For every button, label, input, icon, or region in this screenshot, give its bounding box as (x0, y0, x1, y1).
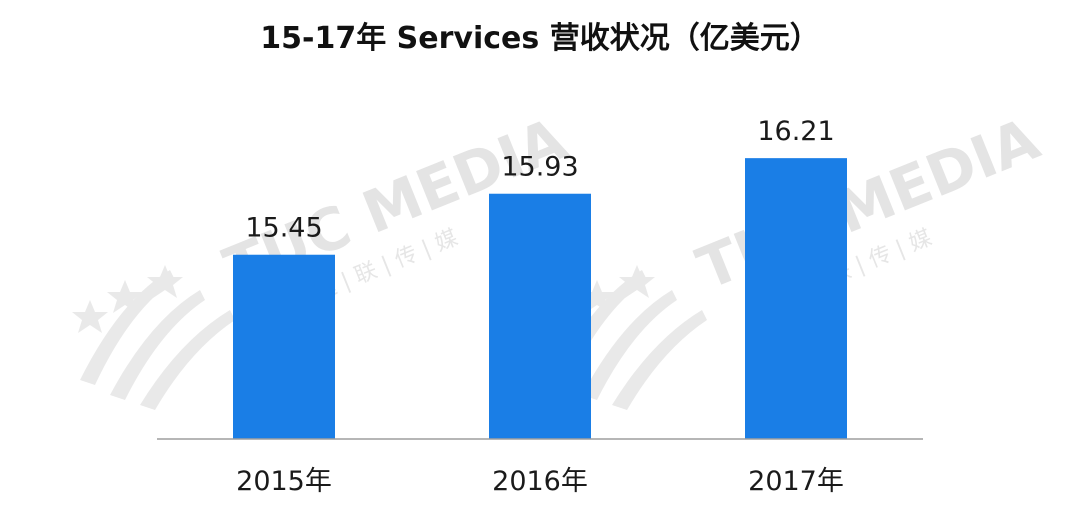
category-label-group: 2015年 2016年 2017年 (236, 466, 844, 497)
bar-1 (489, 193, 591, 439)
chart-title: 15-17年 Services 营收状况（亿美元） (260, 21, 819, 56)
category-label-0: 2015年 (236, 466, 332, 497)
watermark-logo-icon (72, 265, 235, 410)
value-label-group: 15.45 15.93 16.21 (245, 116, 834, 244)
category-label-1: 2016年 (492, 466, 588, 497)
value-label-2: 16.21 (757, 116, 834, 147)
bar-0 (233, 254, 335, 439)
value-label-0: 15.45 (245, 213, 322, 244)
category-label-2: 2017年 (748, 466, 844, 497)
value-label-1: 15.93 (501, 152, 578, 183)
bar-2 (745, 158, 847, 440)
bar-group (233, 158, 847, 440)
